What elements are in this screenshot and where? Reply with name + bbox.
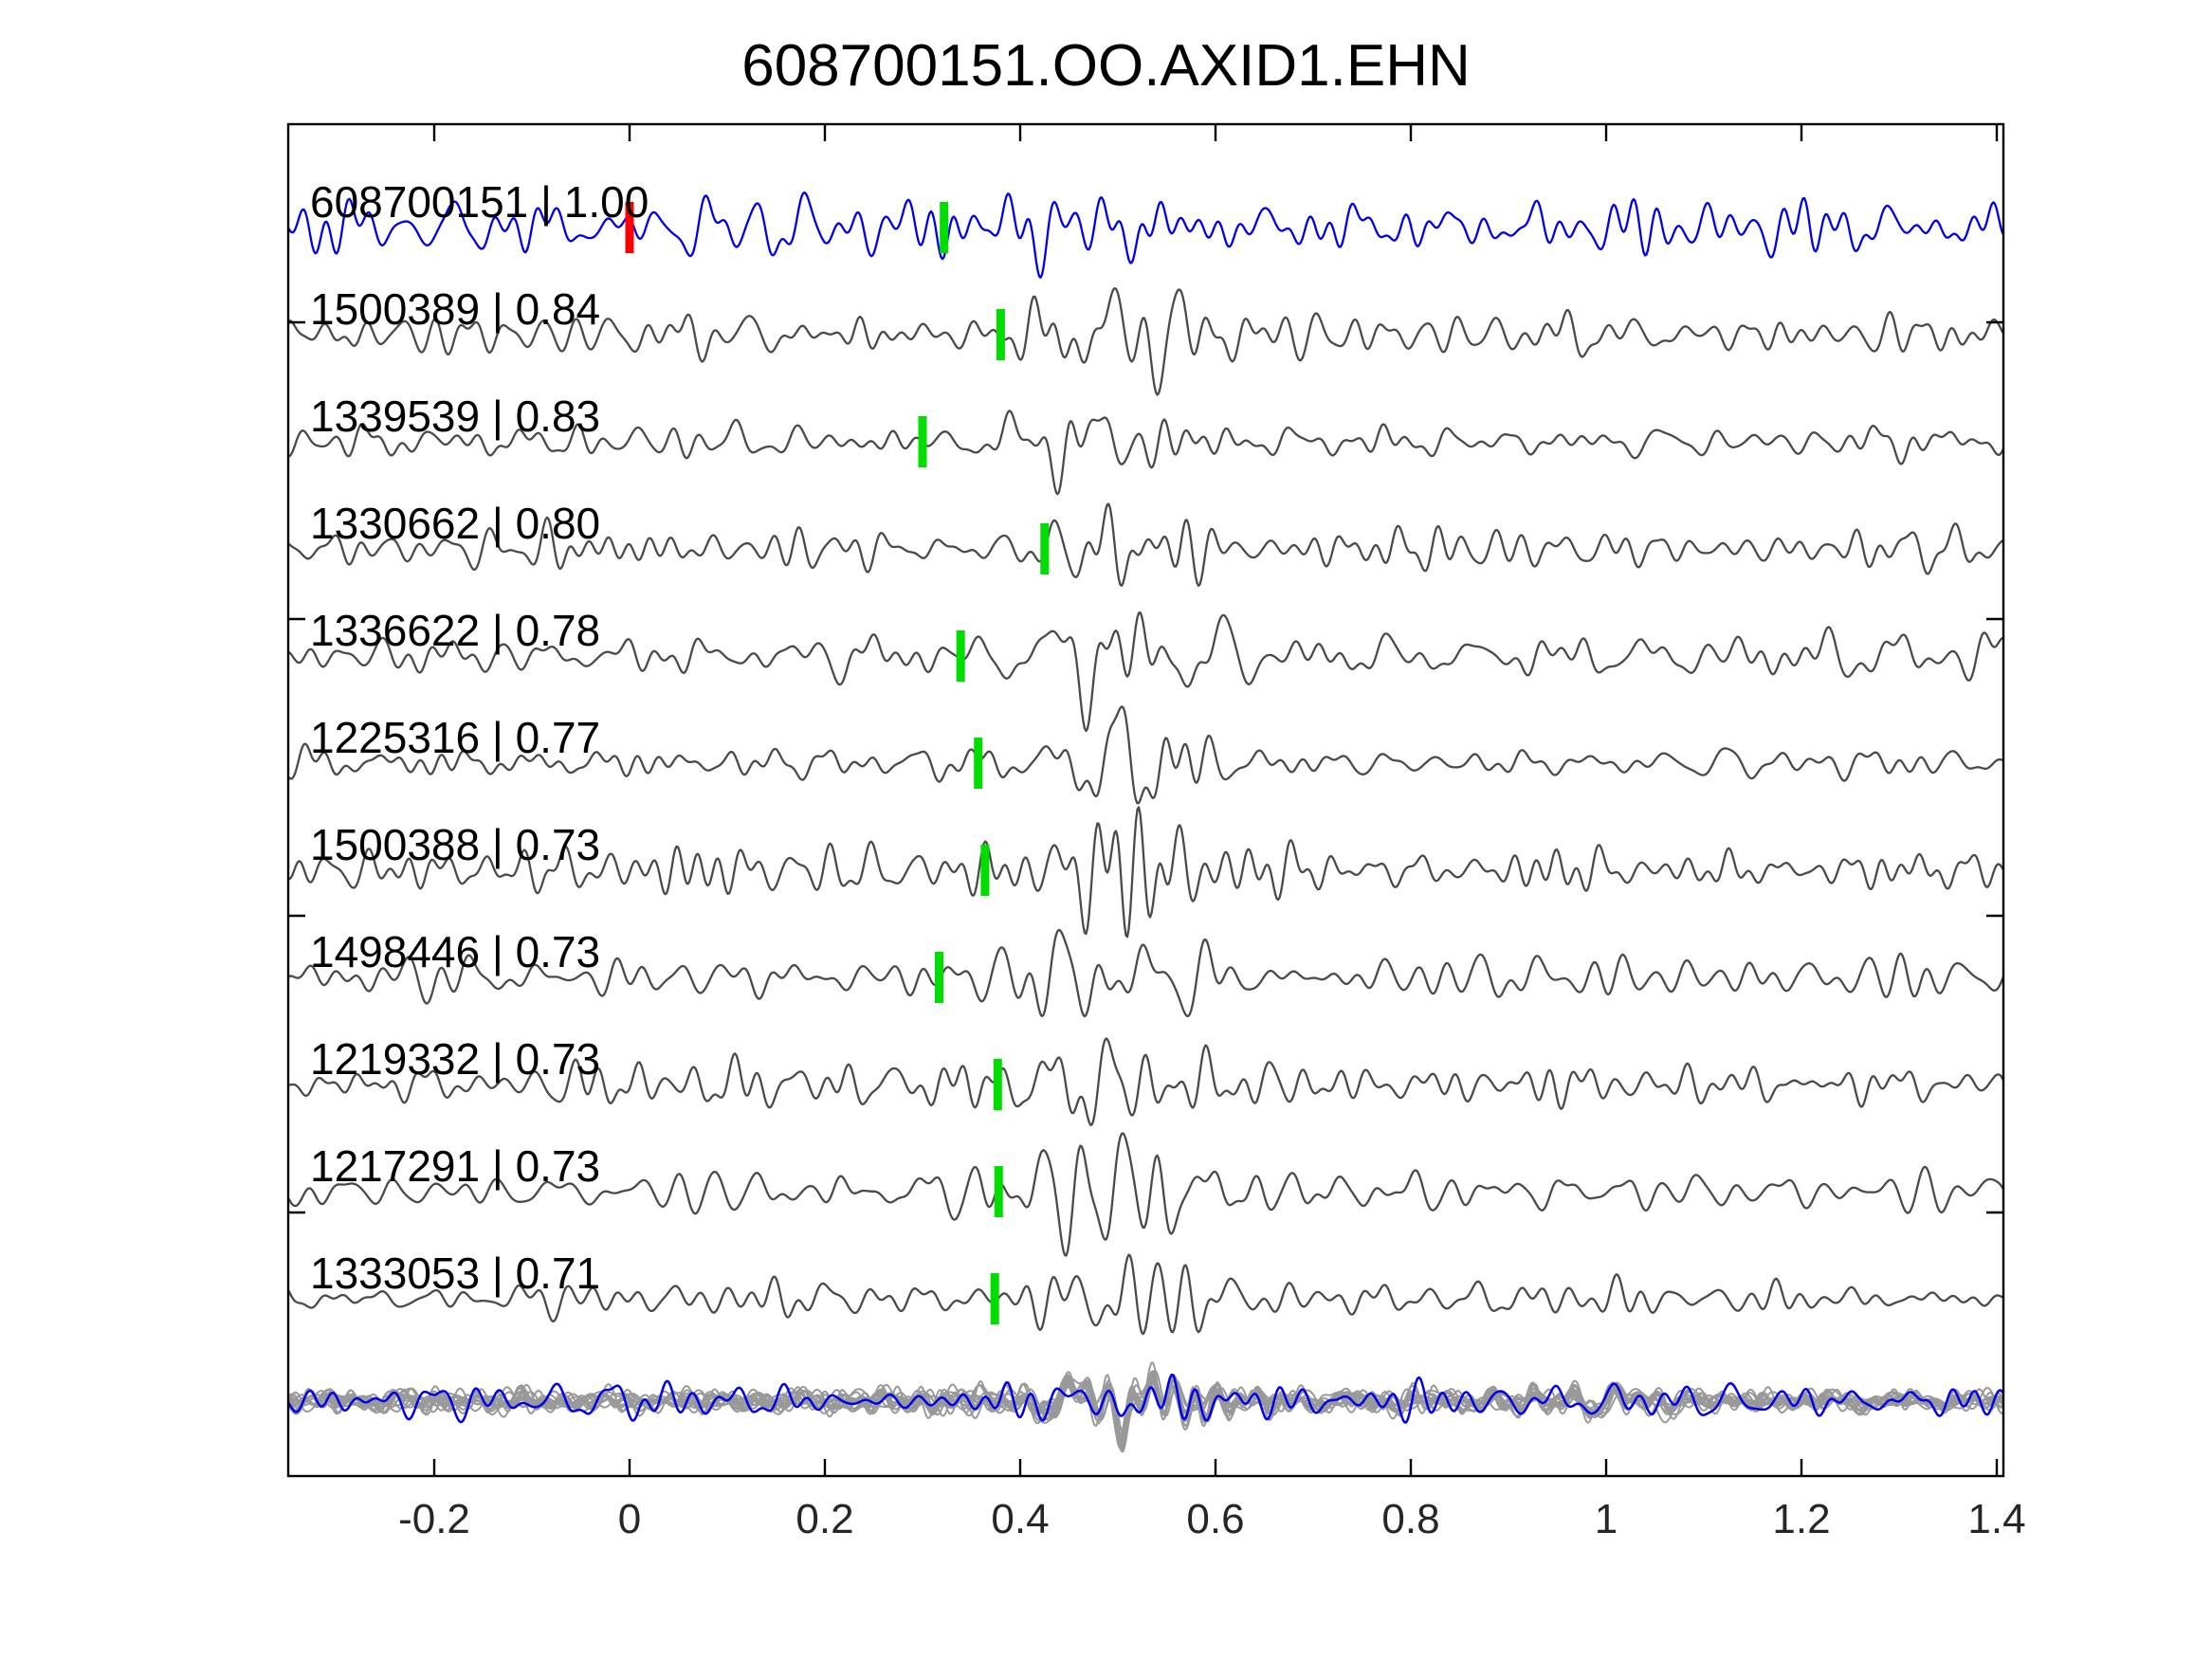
trace-label: 1333053 | 0.71 xyxy=(310,1249,601,1298)
figure-title: 608700151.OO.AXID1.EHN xyxy=(741,33,1471,99)
x-tick-label: 1 xyxy=(1594,1496,1618,1542)
stack-overlay-waveform xyxy=(288,1374,2003,1424)
x-tick-label: 0.2 xyxy=(795,1496,854,1542)
pick-marker xyxy=(994,1166,1003,1217)
trace-label: 1336622 | 0.78 xyxy=(310,606,601,655)
pick-marker xyxy=(940,202,949,253)
x-tick-label: 0.8 xyxy=(1381,1496,1440,1542)
pick-marker xyxy=(993,1059,1002,1110)
stack-gray-waveform xyxy=(288,1370,2003,1451)
pick-marker xyxy=(956,630,965,682)
member-waveform xyxy=(288,705,2003,805)
member-waveform xyxy=(288,410,2003,496)
pick-marker xyxy=(974,738,983,789)
trace-label: 1498446 | 0.73 xyxy=(310,927,601,976)
member-waveform xyxy=(288,1132,2003,1257)
member-waveform xyxy=(288,611,2003,733)
x-tick-label: 0.4 xyxy=(991,1496,1050,1542)
pick-marker xyxy=(990,1273,999,1324)
pick-marker xyxy=(918,416,927,467)
member-waveform xyxy=(288,502,2003,587)
template-waveform xyxy=(288,191,2003,279)
trace-label: 1219332 | 0.73 xyxy=(310,1034,601,1084)
trace-label: 1217291 | 0.73 xyxy=(310,1141,601,1191)
x-tick-label: 1.4 xyxy=(1967,1496,2026,1542)
x-tick-label: 1.2 xyxy=(1772,1496,1831,1542)
waveform-layer xyxy=(288,191,2003,1453)
pick-marker xyxy=(935,952,943,1003)
x-tick-label: 0.6 xyxy=(1186,1496,1245,1542)
trace-label: 608700151 | 1.00 xyxy=(310,177,649,227)
trace-label: 1500388 | 0.73 xyxy=(310,820,601,869)
axes xyxy=(286,122,2005,1478)
member-waveform xyxy=(288,1037,2003,1126)
pick-marker xyxy=(996,309,1005,360)
trace-label: 1339539 | 0.83 xyxy=(310,392,601,441)
member-waveform xyxy=(288,1253,2003,1336)
axes-frame xyxy=(286,122,2005,1478)
trace-label: 1330662 | 0.80 xyxy=(310,499,601,548)
x-tick-label: 0 xyxy=(617,1496,642,1542)
trace-label: 1500389 | 0.84 xyxy=(310,284,601,334)
pick-marker xyxy=(980,845,990,896)
reference-pick-marker xyxy=(625,202,634,253)
member-waveform xyxy=(288,286,2003,396)
x-tick-label: -0.2 xyxy=(398,1496,470,1542)
member-waveform xyxy=(288,806,2003,939)
member-waveform xyxy=(288,928,2003,1018)
trace-label: 1225316 | 0.77 xyxy=(310,713,601,762)
pick-marker xyxy=(1040,523,1050,574)
